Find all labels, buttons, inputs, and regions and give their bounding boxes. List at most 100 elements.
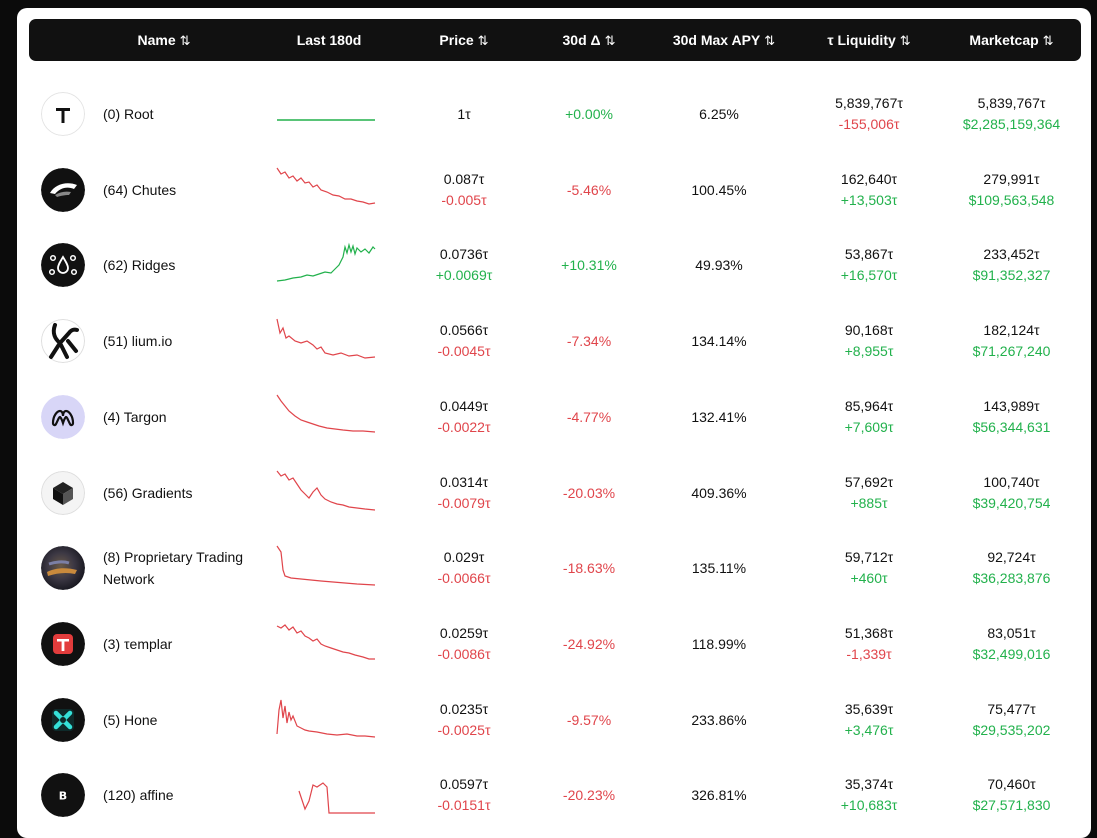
liquidity-value: 5,839,767τ xyxy=(835,95,903,111)
subnet-name[interactable]: (56) Gradients xyxy=(103,485,193,501)
liquidity-value: 51,368τ xyxy=(844,625,894,641)
delta-value: -18.63% xyxy=(562,559,616,576)
marketcap-cell: 233,452τ $91,352,327 xyxy=(944,227,1079,303)
sort-icon: ⇅ xyxy=(477,33,489,48)
apy-cell: 135.11% xyxy=(659,530,779,606)
marketcap-usd: $71,267,240 xyxy=(972,343,1051,359)
price-change: -0.0086τ xyxy=(437,646,491,662)
marketcap-usd: $29,535,202 xyxy=(972,722,1051,738)
subnet-name[interactable]: (3) τemplar xyxy=(103,636,173,652)
liquidity-change: +13,503τ xyxy=(840,192,898,208)
subnet-name[interactable]: (120) affine xyxy=(103,787,174,803)
root-logo-icon xyxy=(41,92,85,136)
delta-value: -5.46% xyxy=(566,181,612,198)
price-value: 0.087τ xyxy=(443,171,485,187)
marketcap-cell: 92,724τ $36,283,876 xyxy=(944,530,1079,606)
apy-cell: 326.81% xyxy=(659,757,779,833)
price-change: -0.0151τ xyxy=(437,797,491,813)
sort-icon: ⇅ xyxy=(179,33,191,48)
apy-value: 49.93% xyxy=(695,256,743,273)
table-row[interactable]: (8) Proprietary Trading Network 0.029τ -0… xyxy=(29,530,1081,606)
marketcap-usd: $27,571,830 xyxy=(972,797,1051,813)
price-cell: 0.0235τ -0.0025τ xyxy=(414,682,514,758)
table-row[interactable]: B (120) affine 0.0597τ -0.0151τ -20.23% 3… xyxy=(29,757,1081,833)
table-row[interactable]: (5) Hone 0.0235τ -0.0025τ -9.57% 233.86% … xyxy=(29,682,1081,758)
liquidity-cell: 85,964τ +7,609τ xyxy=(804,379,934,455)
sparkline-chart xyxy=(276,624,375,660)
delta-cell: +10.31% xyxy=(539,227,639,303)
apy-value: 132.41% xyxy=(691,408,747,425)
sparkline-chart xyxy=(276,470,376,511)
marketcap-value: 75,477τ xyxy=(987,701,1036,717)
table-row[interactable]: (3) τemplar 0.0259τ -0.0086τ -24.92% 118.… xyxy=(29,606,1081,682)
chutes-logo-icon xyxy=(41,168,85,212)
table-row[interactable]: (4) Targon 0.0449τ -0.0022τ -4.77% 132.41… xyxy=(29,379,1081,455)
price-value: 0.0597τ xyxy=(439,776,489,792)
subnet-name[interactable]: (5) Hone xyxy=(103,712,158,728)
marketcap-cell: 83,051τ $32,499,016 xyxy=(944,606,1079,682)
sort-by-name-header[interactable]: Name ⇅ xyxy=(137,32,191,48)
sparkline-chart xyxy=(276,318,376,359)
sparkline-chart xyxy=(277,119,375,121)
delta-value: -24.92% xyxy=(562,635,616,652)
delta-value: +10.31% xyxy=(561,256,617,273)
subnet-name[interactable]: (8) Proprietary Trading Network xyxy=(103,549,244,587)
apy-value: 409.36% xyxy=(691,484,747,501)
liquidity-change: +16,570τ xyxy=(840,267,898,283)
table-row[interactable]: (56) Gradients 0.0314τ -0.0079τ -20.03% 4… xyxy=(29,455,1081,531)
subnet-name[interactable]: (64) Chutes xyxy=(103,182,177,198)
delta-cell: -24.92% xyxy=(539,606,639,682)
subnet-name[interactable]: (62) Ridges xyxy=(103,257,176,273)
marketcap-value: 233,452τ xyxy=(983,246,1040,262)
table-row[interactable]: (51) lium.io 0.0566τ -0.0045τ -7.34% 134.… xyxy=(29,303,1081,379)
price-value: 0.0235τ xyxy=(439,701,489,717)
marketcap-value: 279,991τ xyxy=(983,171,1040,187)
subnet-name[interactable]: (4) Targon xyxy=(103,409,167,425)
apy-value: 6.25% xyxy=(699,105,739,122)
sort-by-30d-delta-header[interactable]: 30d Δ ⇅ xyxy=(562,32,616,48)
delta-cell: +0.00% xyxy=(539,76,639,152)
price-cell: 0.029τ -0.0066τ xyxy=(414,530,514,606)
sort-by-liquidity-header[interactable]: τ Liquidity ⇅ xyxy=(827,32,911,48)
apy-cell: 118.99% xyxy=(659,606,779,682)
liquidity-change: +460τ xyxy=(850,570,888,586)
sort-by-apy-header[interactable]: 30d Max APY ⇅ xyxy=(672,32,776,48)
liquidity-change: +885τ xyxy=(850,495,888,511)
delta-value: -4.77% xyxy=(566,408,612,425)
marketcap-cell: 182,124τ $71,267,240 xyxy=(944,303,1079,379)
sparkline-chart xyxy=(276,699,376,738)
price-cell: 0.0736τ +0.0069τ xyxy=(414,227,514,303)
price-cell: 0.0566τ -0.0045τ xyxy=(414,303,514,379)
apy-value: 100.45% xyxy=(691,181,747,198)
marketcap-value: 143,989τ xyxy=(983,398,1040,414)
delta-cell: -7.34% xyxy=(539,303,639,379)
apy-cell: 132.41% xyxy=(659,379,779,455)
liquidity-value: 35,374τ xyxy=(844,776,894,792)
templar-logo-icon xyxy=(41,622,85,666)
sort-icon: ⇅ xyxy=(764,33,776,48)
liquidity-cell: 5,839,767τ -155,006τ xyxy=(804,76,934,152)
table-row[interactable]: (0) Root 1τ +0.00% 6.25% 5,839,767τ -155… xyxy=(29,76,1081,152)
liquidity-change: +7,609τ xyxy=(844,419,894,435)
subnet-name[interactable]: (0) Root xyxy=(103,106,154,122)
sparkline-chart xyxy=(276,394,376,433)
gradients-logo-icon xyxy=(41,471,85,515)
sparkline-chart xyxy=(276,545,376,586)
price-value: 0.0314τ xyxy=(439,474,489,490)
table-row[interactable]: (62) Ridges 0.0736τ +0.0069τ +10.31% 49.9… xyxy=(29,227,1081,303)
delta-cell: -5.46% xyxy=(539,152,639,228)
lium-logo-icon xyxy=(41,319,85,363)
sort-by-marketcap-header[interactable]: Marketcap ⇅ xyxy=(969,32,1054,48)
liquidity-change: +10,683τ xyxy=(840,797,898,813)
table-row[interactable]: (64) Chutes 0.087τ -0.005τ -5.46% 100.45%… xyxy=(29,152,1081,228)
price-cell: 0.0259τ -0.0086τ xyxy=(414,606,514,682)
ridges-logo-icon xyxy=(41,243,85,287)
sort-by-price-header[interactable]: Price ⇅ xyxy=(439,32,489,48)
price-value: 0.029τ xyxy=(443,549,485,565)
marketcap-cell: 100,740τ $39,420,754 xyxy=(944,455,1079,531)
marketcap-usd: $109,563,548 xyxy=(968,192,1055,208)
price-cell: 0.0449τ -0.0022τ xyxy=(414,379,514,455)
sparkline-chart xyxy=(276,242,376,282)
price-change: -0.0022τ xyxy=(437,419,491,435)
subnet-name[interactable]: (51) lium.io xyxy=(103,333,173,349)
